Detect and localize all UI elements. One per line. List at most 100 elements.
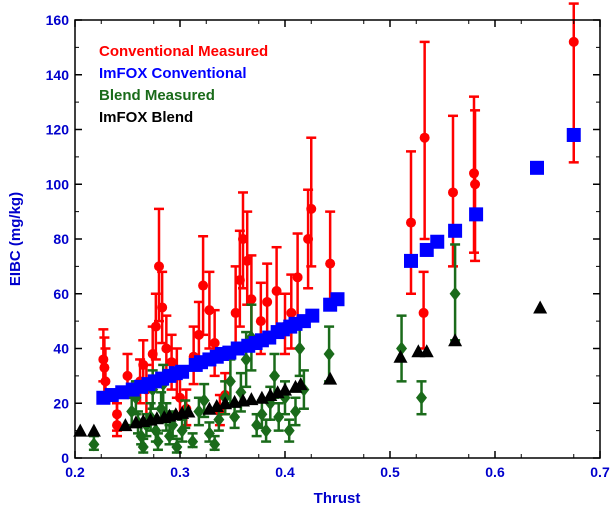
data-point — [303, 234, 314, 244]
y-axis-title: EIBC (mg/kg) — [7, 192, 24, 286]
data-point — [256, 407, 268, 422]
data-point — [566, 127, 581, 142]
data-point — [198, 280, 209, 291]
x-tick-label: 0.5 — [380, 464, 400, 480]
data-point — [393, 349, 408, 363]
data-point — [255, 316, 266, 327]
data-point — [325, 258, 336, 269]
data-point — [150, 321, 161, 332]
data-point — [419, 344, 434, 358]
data-point — [448, 223, 463, 238]
data-point — [204, 305, 215, 316]
data-point — [269, 368, 280, 383]
data-point — [448, 187, 458, 198]
data-point — [306, 203, 317, 214]
data-point — [323, 346, 335, 361]
data-point — [203, 426, 215, 441]
data-point — [73, 423, 88, 437]
data-point — [88, 437, 100, 452]
data-point — [164, 429, 175, 444]
legend-entry: ImFOX Blend — [99, 109, 193, 126]
plot-marks — [73, 2, 581, 455]
data-point — [150, 423, 162, 438]
x-tick-label: 0.7 — [590, 464, 610, 480]
data-point — [99, 362, 110, 373]
data-point — [171, 440, 183, 455]
data-point — [152, 434, 164, 449]
data-point — [100, 376, 111, 387]
data-point — [118, 418, 133, 432]
data-point — [273, 409, 285, 424]
data-point — [234, 275, 245, 286]
y-tick-label: 80 — [53, 231, 69, 247]
data-point — [98, 354, 109, 365]
data-point — [112, 409, 122, 420]
y-tick-label: 20 — [53, 395, 69, 411]
data-point — [230, 307, 241, 318]
data-point — [430, 234, 445, 249]
data-point — [286, 307, 297, 318]
data-point — [154, 261, 164, 272]
data-point — [209, 338, 220, 349]
x-tick-label: 0.6 — [485, 464, 505, 480]
data-point — [137, 440, 149, 455]
data-point — [260, 423, 272, 438]
x-tick-label: 0.2 — [65, 464, 85, 480]
data-point — [157, 302, 168, 313]
x-tick-label: 0.3 — [170, 464, 190, 480]
x-tick-label: 0.4 — [275, 464, 295, 480]
data-point — [181, 404, 196, 418]
data-point — [533, 300, 548, 314]
series-1 — [96, 127, 581, 405]
y-tick-label: 0 — [61, 450, 69, 466]
data-point — [449, 286, 461, 301]
data-point — [229, 409, 241, 424]
data-point — [323, 371, 338, 385]
data-point — [112, 420, 122, 431]
data-point — [469, 168, 479, 179]
data-point — [283, 423, 295, 438]
data-point — [251, 418, 263, 433]
data-point — [568, 36, 579, 47]
data-point — [242, 255, 253, 266]
y-tick-label: 140 — [46, 67, 70, 83]
data-point — [193, 404, 205, 419]
data-point — [213, 412, 225, 427]
y-tick-label: 100 — [46, 176, 70, 192]
data-point — [161, 343, 172, 354]
data-point — [240, 352, 252, 367]
data-point — [292, 272, 303, 283]
legend: Conventional Measured ImFOX Conventional B… — [99, 43, 268, 126]
data-point — [530, 160, 544, 175]
data-point — [135, 429, 147, 444]
data-point — [86, 423, 101, 437]
data-point — [419, 132, 430, 143]
data-point — [224, 374, 236, 389]
data-point — [470, 179, 481, 190]
data-point — [176, 423, 188, 438]
data-point — [416, 390, 427, 405]
data-point — [271, 286, 282, 297]
data-point — [126, 404, 138, 419]
data-point — [147, 348, 158, 359]
y-tick-label: 40 — [53, 341, 69, 357]
axis-ticks: 0.2 0.3 0.4 0.5 0.6 0.7 0 20 40 60 80 100 120 140 160 — [46, 12, 610, 480]
data-point — [198, 393, 210, 408]
data-point — [418, 307, 429, 318]
data-point — [187, 434, 199, 449]
data-point — [294, 341, 306, 356]
data-point — [138, 359, 149, 370]
data-point — [448, 333, 463, 347]
data-point — [238, 234, 248, 244]
data-point — [244, 392, 259, 406]
y-tick-label: 60 — [53, 286, 69, 302]
data-point — [246, 294, 257, 305]
x-axis-title: Thrust — [314, 490, 361, 507]
series-3 — [73, 300, 548, 437]
data-point — [278, 382, 292, 396]
data-point — [469, 207, 484, 222]
data-point — [293, 377, 308, 391]
data-point — [166, 357, 177, 368]
y-tick-label: 120 — [46, 122, 70, 138]
